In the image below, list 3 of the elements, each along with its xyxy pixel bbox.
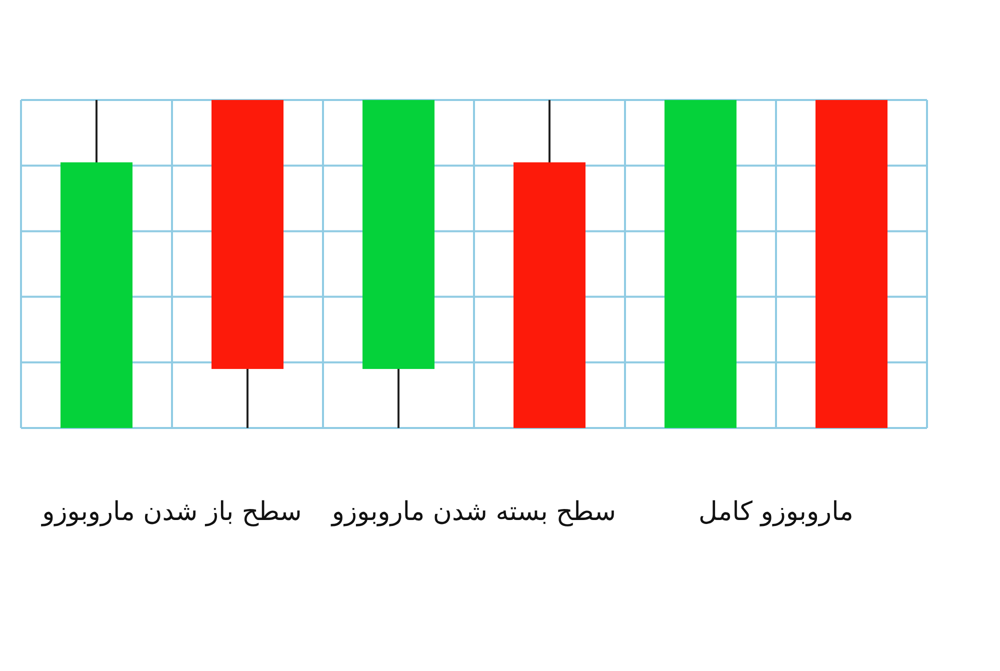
text: سطح بسته شدن ماروبوزو xyxy=(330,497,616,527)
text: ماروبوزو کامل xyxy=(698,497,854,527)
text: سطح باز شدن ماروبوزو xyxy=(40,497,302,527)
